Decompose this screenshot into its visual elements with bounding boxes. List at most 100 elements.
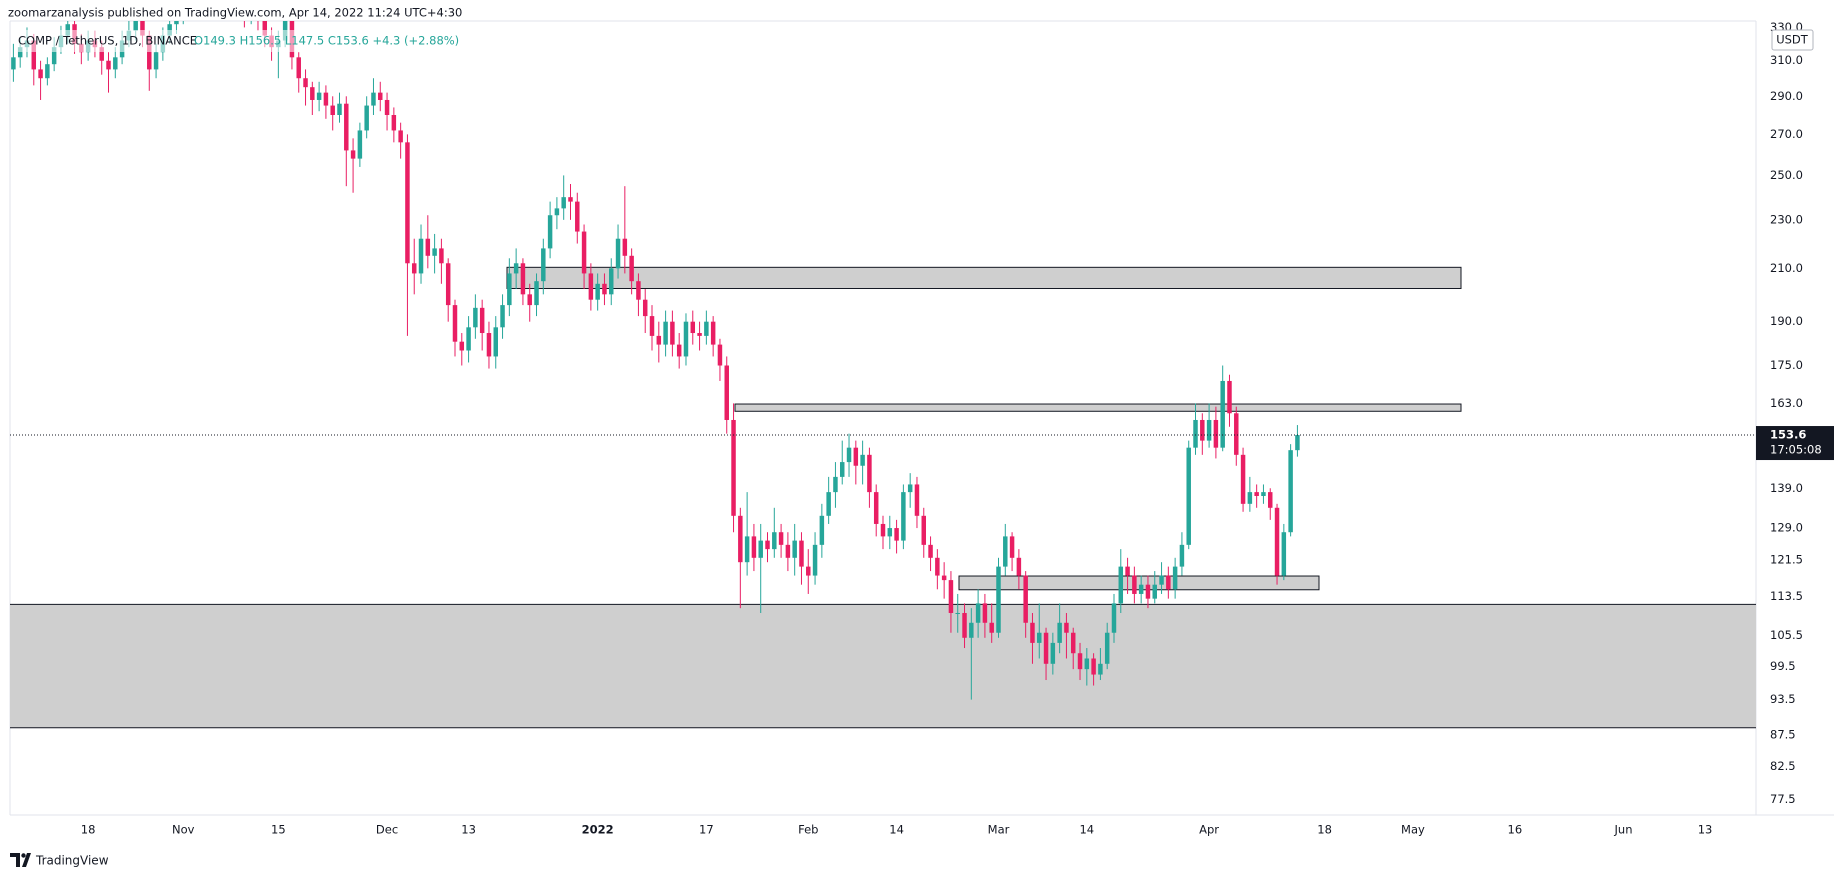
candle-body: [439, 248, 444, 264]
candle-body: [867, 454, 872, 493]
candle-body: [1240, 454, 1246, 504]
candle-body: [1186, 447, 1191, 545]
candle-body: [31, 40, 37, 70]
candle-body: [1288, 450, 1293, 533]
candle-body: [839, 462, 845, 477]
candle-body: [663, 321, 668, 345]
candle-body: [819, 515, 825, 545]
y-tick-label: 310.0: [1770, 53, 1803, 67]
candle-body: [629, 255, 634, 282]
candle-body: [1261, 492, 1266, 496]
candle-body: [622, 238, 628, 256]
candle-body: [1254, 492, 1259, 496]
candle-body: [649, 316, 655, 336]
candle-body: [547, 215, 553, 249]
candle-body: [452, 305, 458, 342]
candle-body: [772, 532, 777, 550]
candle-body: [445, 263, 451, 306]
candle-body: [738, 515, 743, 563]
candle-body: [1084, 658, 1090, 670]
y-tick-label: 87.5: [1770, 727, 1796, 741]
candle-body: [310, 87, 315, 100]
candle-body: [1227, 380, 1232, 414]
candle-body: [1064, 622, 1069, 633]
candle-body: [826, 492, 831, 516]
y-tick-label: 230.0: [1770, 212, 1803, 226]
candle-body: [1193, 419, 1198, 448]
candle-body: [717, 344, 723, 366]
candle-body: [1138, 584, 1144, 594]
candle-body: [262, 21, 268, 36]
candle-body: [350, 150, 356, 159]
candle-body: [344, 103, 349, 151]
candle-body: [1030, 622, 1035, 643]
candle-body: [1125, 566, 1130, 576]
candle-body: [1268, 492, 1273, 508]
y-tick-label: 139.0: [1770, 481, 1803, 495]
y-tick-label: 163.0: [1770, 396, 1803, 410]
candle-body: [486, 333, 492, 357]
x-tick-label: Apr: [1199, 823, 1219, 837]
candle-body: [778, 532, 784, 545]
candle-body: [948, 580, 954, 613]
candle-body: [1003, 536, 1008, 567]
candle-body: [935, 557, 940, 576]
candle-body: [1037, 632, 1042, 643]
candle-body: [642, 299, 648, 317]
candle-body: [513, 263, 519, 274]
candle-body: [65, 24, 70, 36]
x-tick-label: May: [1401, 823, 1425, 837]
candle-body: [1057, 622, 1062, 643]
candle-body: [554, 208, 560, 216]
candle-body: [615, 238, 621, 269]
candle-body: [724, 365, 729, 420]
candle-body: [751, 536, 757, 558]
candle-body: [880, 523, 886, 537]
candle-body: [1077, 653, 1083, 670]
y-tick-label: 105.5: [1770, 628, 1803, 642]
candle-body: [860, 454, 865, 466]
x-tick-label: 18: [1317, 823, 1332, 837]
axes: 77.5 82.5 87.5 93.5 99.5 105.5 113.5 121.5 129.0…: [10, 20, 1834, 837]
y-tick-label: 190.0: [1770, 314, 1803, 328]
candle-body: [432, 248, 437, 256]
y-tick-label: 210.0: [1770, 261, 1803, 275]
candle-body: [975, 603, 981, 623]
candle-body: [357, 130, 363, 159]
y-tick-label: 290.0: [1770, 89, 1803, 103]
candle-body: [520, 263, 526, 295]
currency: USDT: [1776, 33, 1809, 47]
candle-body: [1295, 435, 1300, 451]
y-tick-label: 175.0: [1770, 358, 1803, 372]
x-tick-label: Mar: [988, 823, 1010, 837]
candle-body: [147, 35, 152, 70]
candle-body: [1172, 566, 1178, 590]
candle-body: [744, 536, 750, 563]
candle-body: [1118, 566, 1124, 604]
last-price-box: [1756, 426, 1834, 461]
candle-body: [928, 544, 933, 558]
countdown: 17:05:08: [1770, 443, 1822, 457]
candle-body: [1213, 419, 1219, 448]
candle-body: [697, 333, 702, 336]
candle-body: [704, 321, 709, 336]
candle-body: [575, 201, 580, 232]
candle-body: [731, 419, 736, 516]
zone: [10, 604, 1756, 728]
candle-body: [106, 60, 111, 70]
candle-body: [303, 78, 308, 88]
candle-body: [901, 492, 906, 541]
candle-body: [873, 492, 879, 524]
candle-body: [405, 142, 410, 264]
candle-body: [541, 248, 546, 282]
x-tick-label: 18: [81, 823, 96, 837]
candle-body: [1043, 632, 1049, 664]
candle-body: [425, 238, 431, 256]
candle-body: [1091, 658, 1096, 675]
candle-body: [982, 603, 988, 623]
candle-body: [812, 544, 818, 576]
candle-body: [1098, 663, 1103, 675]
x-tick-label: 13: [461, 823, 476, 837]
candle-body: [459, 341, 465, 351]
candle-body: [1132, 575, 1137, 594]
